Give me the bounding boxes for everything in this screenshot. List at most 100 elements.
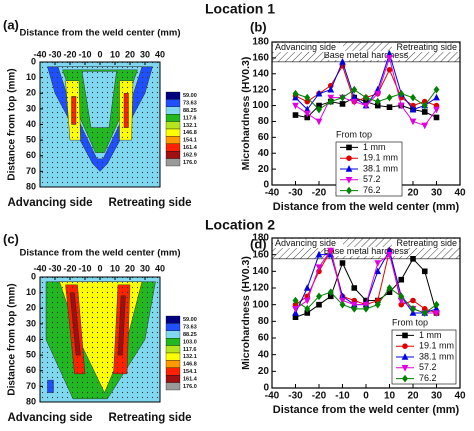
y-tick-label: 120 <box>252 84 269 95</box>
data-point <box>327 97 334 106</box>
x-axis-title: Distance from the weld center (mm) <box>273 201 460 213</box>
legend-marker <box>345 165 353 172</box>
section-title: Location 2 <box>205 217 275 233</box>
data-point <box>363 305 369 313</box>
data-point <box>351 285 358 291</box>
colorbar-label: 176.0 <box>183 160 197 166</box>
y-tick-label: 40 <box>258 349 270 360</box>
data-point <box>386 251 393 259</box>
legend-label: 1 mm <box>363 142 386 152</box>
y-tick-label: 20 <box>26 88 36 98</box>
colorbar-swatch <box>165 382 181 391</box>
section-title: Location 1 <box>205 1 275 17</box>
data-point <box>316 105 322 114</box>
x-tick-label: -30 <box>48 263 61 273</box>
data-point <box>327 85 335 93</box>
y-tick-label: 10 <box>26 72 36 82</box>
x-axis-title: Distance from the weld center (mm) <box>19 28 180 39</box>
y-tick-label: 140 <box>252 68 269 79</box>
side-label-bg <box>392 239 459 248</box>
x-tick-label: -20 <box>312 188 327 199</box>
data-point <box>386 55 393 62</box>
y-tick-label: 80 <box>26 181 36 191</box>
x-tick-label: 20 <box>407 391 419 402</box>
band-label-bg <box>328 51 404 60</box>
colorbar-label: 88.25 <box>183 332 197 338</box>
y-tick-label: 80 <box>26 396 36 406</box>
legend-marker <box>402 343 408 349</box>
y-tick-label: 70 <box>26 381 36 391</box>
y-tick-label: 120 <box>252 283 269 294</box>
legend-marker <box>345 177 353 184</box>
data-point <box>351 305 358 313</box>
data-point <box>398 89 405 98</box>
y-tick-label: 40 <box>26 334 36 344</box>
y-tick-label: 50 <box>26 350 36 360</box>
x-tick-label: 40 <box>155 263 165 273</box>
x-tick-label: -30 <box>288 391 303 402</box>
x-tick-label: 10 <box>110 49 120 59</box>
data-point <box>433 310 440 317</box>
y-tick-label: 40 <box>258 148 270 159</box>
colorbar-label: 103.0 <box>183 339 197 345</box>
legend-marker <box>346 155 352 161</box>
data-point <box>433 85 440 94</box>
data-point <box>409 309 417 316</box>
colorbar-label: 146.8 <box>183 130 197 136</box>
colorbar-label: 73.63 <box>183 325 197 331</box>
colorbar-swatch <box>165 345 181 354</box>
data-point <box>374 300 381 309</box>
data-point <box>339 297 346 305</box>
y-axis-title: Distance from top (mm) <box>7 283 18 395</box>
data-point <box>339 101 346 107</box>
data-point <box>374 267 382 275</box>
y-axis-title: Distance from top (mm) <box>7 68 18 180</box>
data-point <box>315 118 323 126</box>
data-point <box>374 260 382 267</box>
colorbar-label: 59.00 <box>183 93 197 99</box>
colorbar-label: 73.63 <box>183 101 197 107</box>
x-tick-label: 10 <box>110 263 120 273</box>
colorbar-swatch <box>165 338 181 346</box>
data-point <box>362 301 370 309</box>
data-point <box>303 297 311 305</box>
data-point <box>351 85 358 94</box>
y-tick-label: 180 <box>252 37 269 48</box>
band-label: Base metal hardness <box>324 50 409 60</box>
data-point <box>303 284 311 291</box>
data-point <box>339 300 346 309</box>
band-label-bg <box>328 247 404 256</box>
colorbar-swatch <box>165 136 181 144</box>
y-tick-label: 50 <box>26 135 36 145</box>
y-tick-label: 0 <box>263 383 269 394</box>
y-tick-label: 140 <box>252 266 269 277</box>
colorbar-label: 117.6 <box>183 347 196 353</box>
data-point <box>315 264 323 272</box>
data-point <box>410 93 416 102</box>
data-point <box>292 306 299 313</box>
colorbar-swatch <box>165 128 181 137</box>
colorbar-label: 117.6 <box>183 115 196 121</box>
y-tick-label: 100 <box>252 299 269 310</box>
side-label: Advancing side <box>275 42 336 52</box>
data-point <box>339 260 346 266</box>
data-point <box>386 93 393 102</box>
data-point <box>421 109 428 115</box>
legend-title: From top <box>392 317 428 327</box>
y-tick-label: 100 <box>252 100 269 111</box>
panel-label: (c) <box>3 231 19 246</box>
colorbar-swatch <box>165 375 181 383</box>
data-point <box>398 301 405 308</box>
data-point <box>327 288 334 296</box>
y-tick-label: 160 <box>252 249 269 260</box>
legend-marker <box>402 374 408 383</box>
data-point <box>374 90 382 98</box>
x-tick-label: -20 <box>63 263 76 273</box>
colorbar-swatch <box>165 91 181 100</box>
data-point <box>292 296 299 305</box>
data-point <box>409 118 417 126</box>
data-point <box>339 57 346 65</box>
y-axis-title: Microhardness (HV0.3) <box>240 256 252 370</box>
legend-label: 57.2 <box>419 362 437 372</box>
legend-label: 76.2 <box>419 373 437 383</box>
